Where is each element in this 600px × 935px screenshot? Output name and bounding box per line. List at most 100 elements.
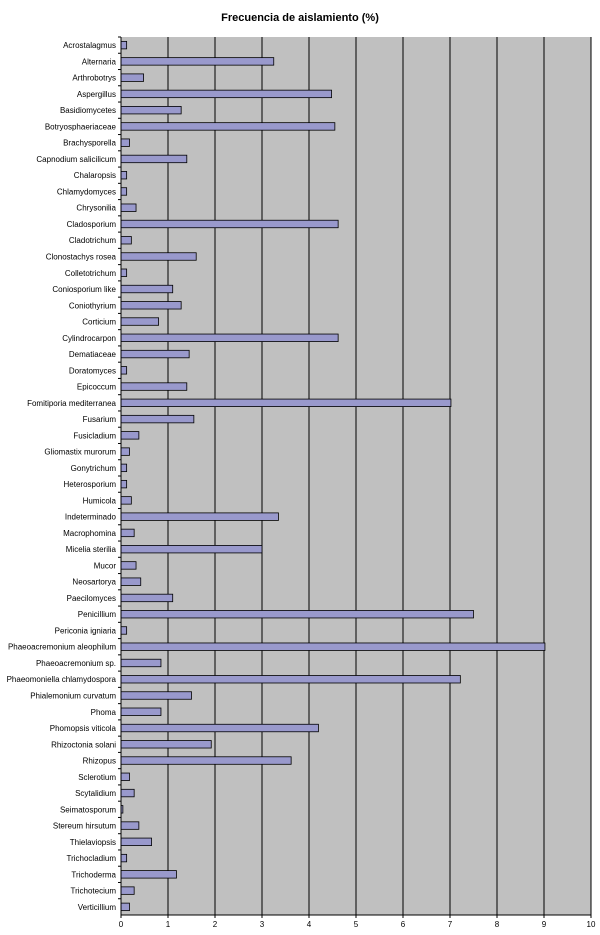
bar <box>120 252 197 261</box>
bar <box>120 853 128 863</box>
x-tick-label: 2 <box>213 920 218 929</box>
bar <box>120 349 190 359</box>
category-label: Colletotrichum <box>65 269 116 278</box>
category-label: Trichotecium <box>71 887 117 896</box>
bar <box>120 382 188 391</box>
bar <box>120 479 128 489</box>
bar <box>120 626 128 635</box>
category-label: Botryosphaeriaceae <box>45 122 117 131</box>
category-label: Phialemonium curvatum <box>30 692 116 701</box>
bar <box>120 577 142 586</box>
x-tick-label: 9 <box>542 920 547 929</box>
x-tick-label: 8 <box>495 920 500 929</box>
bar <box>120 284 174 294</box>
bar <box>120 317 159 326</box>
bar <box>120 512 279 521</box>
bars <box>120 40 546 912</box>
bar <box>120 707 162 716</box>
bar <box>120 528 135 538</box>
bar <box>120 431 140 440</box>
bar <box>120 723 319 733</box>
category-label: Corticium <box>82 318 116 327</box>
category-label: Mucor <box>94 561 117 570</box>
x-tick-label: 3 <box>260 920 265 929</box>
category-label: Doratomyces <box>69 366 116 375</box>
category-label: Gliomastix murorum <box>44 448 116 457</box>
bar <box>120 788 135 798</box>
category-label: Penicillium <box>78 610 117 619</box>
category-label: Phaeomoniella chlamydospora <box>7 675 117 684</box>
category-label: Scytalidium <box>75 789 116 798</box>
bar <box>120 463 128 473</box>
bar <box>120 154 188 164</box>
category-label: Gonytrichum <box>71 464 117 473</box>
bar <box>120 301 182 310</box>
x-tick-label: 7 <box>448 920 453 929</box>
bar <box>120 57 275 66</box>
bar <box>120 398 452 407</box>
category-label: Brachysporella <box>63 139 116 148</box>
category-label: Arthrobotrys <box>72 74 116 83</box>
category-labels: Acrostalagmus Alternaria Arthrobotrys Asper… <box>7 36 121 912</box>
x-tick-label: 6 <box>401 920 406 929</box>
x-tick-label: 4 <box>307 920 312 929</box>
bar <box>120 414 195 424</box>
bar <box>120 366 128 375</box>
bar <box>120 756 292 765</box>
bar <box>120 675 461 684</box>
category-label: Phaeoacremonium aleophilum <box>8 643 116 652</box>
category-label: Chlamydomyces <box>57 187 116 196</box>
category-label: Stereum hirsutum <box>53 822 116 831</box>
category-label: Sclerotium <box>78 773 116 782</box>
bar <box>120 73 144 82</box>
bar <box>120 40 128 50</box>
category-label: Neosartorya <box>72 578 116 587</box>
bar <box>120 122 336 131</box>
x-tick-label: 5 <box>354 920 359 929</box>
category-label: Cylindrocarpon <box>62 334 116 343</box>
bar <box>120 236 132 245</box>
category-label: Cladosporium <box>67 220 117 229</box>
category-label: Humicola <box>83 496 117 505</box>
bar <box>120 821 140 830</box>
category-label: Rhizopus <box>83 757 116 766</box>
category-label: Verticillium <box>78 903 117 912</box>
category-label: Coniosporium like <box>52 285 116 294</box>
category-label: Alternaria <box>82 57 117 66</box>
category-label: Phomopsis viticola <box>50 724 117 733</box>
bar <box>120 886 135 895</box>
bar <box>120 333 339 342</box>
category-label: Basidiomycetes <box>60 106 116 115</box>
bar <box>120 902 130 912</box>
bar <box>120 496 132 505</box>
category-label: Trichocladium <box>67 854 117 863</box>
category-label: Rhizoctonia solani <box>51 740 116 749</box>
bar <box>120 268 128 277</box>
category-label: Fusicladium <box>73 431 116 440</box>
bar <box>120 106 182 115</box>
category-label: Trichoderma <box>71 870 116 879</box>
bar <box>120 772 130 781</box>
category-label: Clonostachys rosea <box>46 253 117 262</box>
category-label: Seimatosporum <box>60 805 116 814</box>
category-label: Macrophomina <box>63 529 116 538</box>
bar <box>120 593 174 603</box>
bar <box>120 171 128 180</box>
category-label: Indeterminado <box>65 513 117 522</box>
category-label: Chrysonilia <box>76 204 116 213</box>
bar <box>120 642 546 651</box>
bar <box>120 219 339 229</box>
bar <box>120 561 137 570</box>
grid-lines <box>167 37 592 915</box>
category-label: Periconia igniaria <box>55 626 117 635</box>
bar <box>120 740 212 749</box>
category-label: Chalaropsis <box>74 171 116 180</box>
bar <box>120 89 332 99</box>
category-label: Fomitiporia mediterranea <box>27 399 116 408</box>
x-tick-label: 0 <box>119 920 124 929</box>
bar <box>120 870 177 879</box>
category-label: Coniothyrium <box>69 301 116 310</box>
chart-title: Frecuencia de aislamiento (%) <box>221 12 379 24</box>
category-label: Thielaviopsis <box>70 838 116 847</box>
